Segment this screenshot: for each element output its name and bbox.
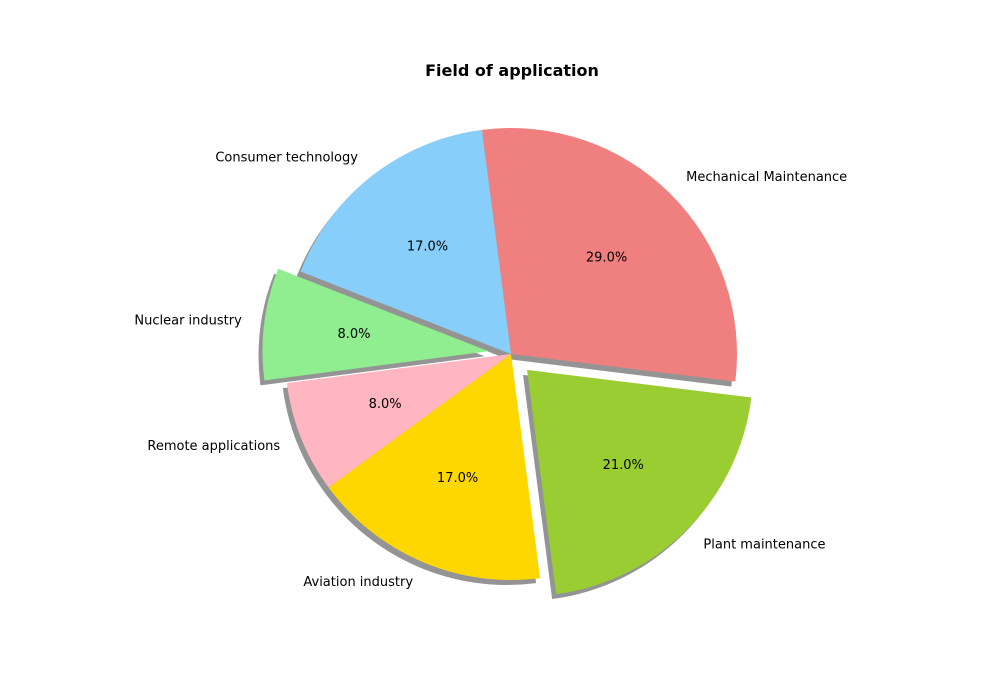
slices	[262, 128, 752, 595]
slice-mechanical-maintenance	[481, 128, 737, 382]
category-label-nuclear-industry: Nuclear industry	[134, 313, 242, 328]
category-label-consumer-technology: Consumer technology	[215, 151, 358, 166]
category-label-aviation-industry: Aviation industry	[303, 575, 413, 590]
chart-title: Field of application	[425, 61, 599, 80]
slice-remote-applications	[286, 354, 511, 488]
slice-labels: 29.0% Mechanical Maintenance 17.0% Consumer…	[134, 151, 847, 590]
slice-aviation-industry	[328, 354, 541, 580]
pct-label-plant-maintenance: 21.0%	[603, 458, 644, 473]
category-label-plant-maintenance: Plant maintenance	[703, 538, 825, 553]
pct-label-nuclear-industry: 8.0%	[337, 327, 370, 342]
slice-nuclear-industry	[262, 268, 489, 381]
pct-label-remote-applications: 8.0%	[369, 397, 402, 412]
pct-label-consumer-technology: 17.0%	[407, 240, 448, 255]
slice-consumer-technology	[300, 129, 511, 354]
category-label-mechanical-maintenance: Mechanical Maintenance	[686, 170, 847, 185]
category-label-remote-applications: Remote applications	[147, 439, 280, 454]
slice-plant-maintenance	[527, 369, 752, 595]
pct-label-mechanical-maintenance: 29.0%	[586, 250, 627, 265]
pct-label-aviation-industry: 17.0%	[437, 471, 478, 486]
